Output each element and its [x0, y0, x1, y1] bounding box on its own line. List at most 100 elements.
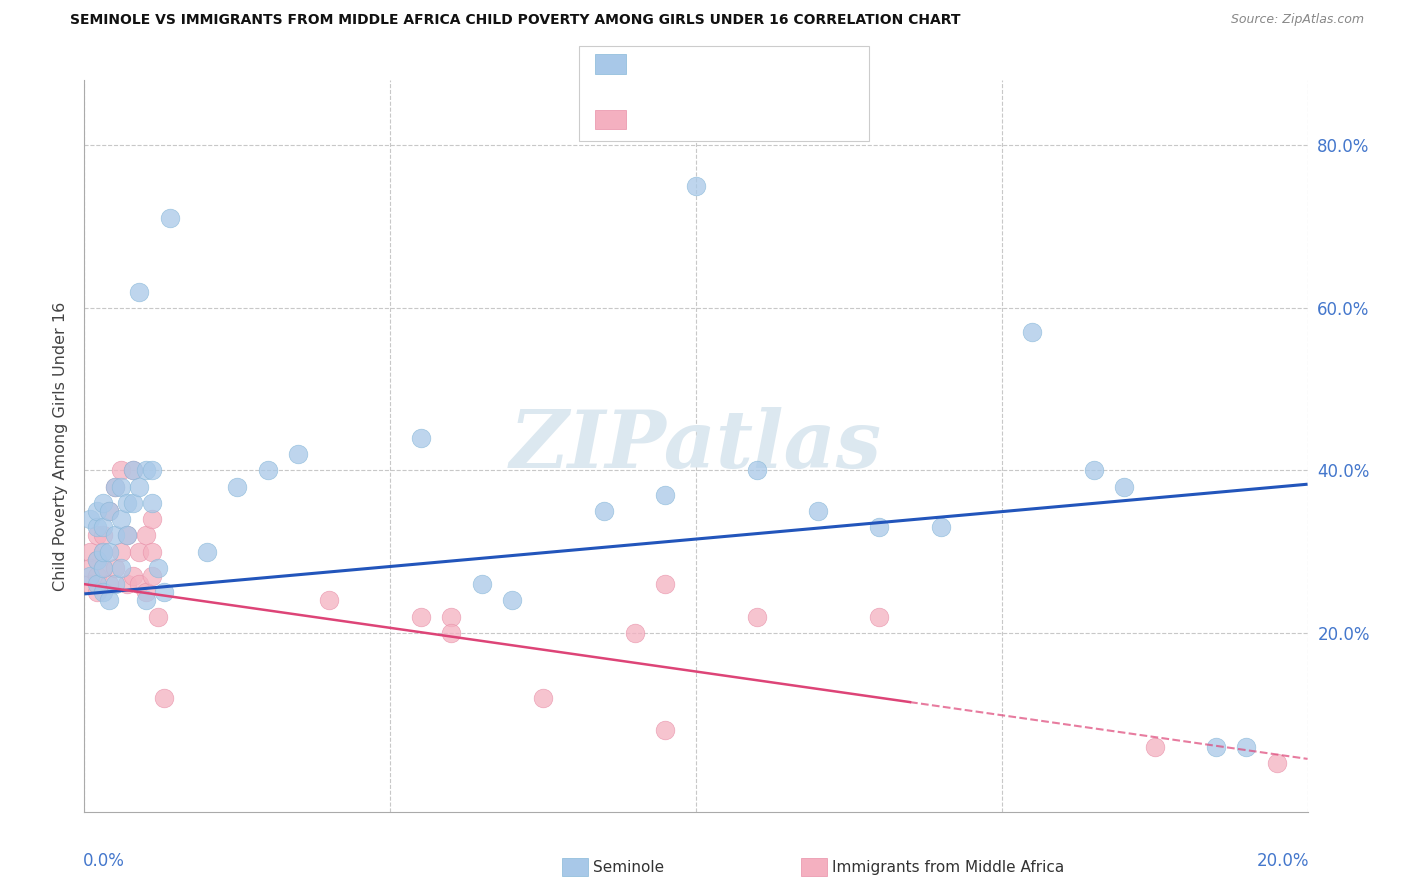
Point — [79, 577, 101, 591]
Text: SEMINOLE VS IMMIGRANTS FROM MIDDLE AFRICA CHILD POVERTY AMONG GIRLS UNDER 16 COR: SEMINOLE VS IMMIGRANTS FROM MIDDLE AFRIC… — [70, 13, 960, 28]
Point — [122, 463, 145, 477]
Point — [97, 577, 120, 591]
Point — [1205, 739, 1227, 754]
Point — [685, 178, 707, 193]
Point — [122, 463, 145, 477]
Point — [1083, 463, 1105, 477]
Point — [79, 512, 101, 526]
Point — [440, 626, 463, 640]
Point — [97, 544, 120, 558]
Point — [141, 463, 163, 477]
Point — [141, 496, 163, 510]
Point — [115, 528, 138, 542]
Point — [104, 528, 127, 542]
Point — [159, 211, 181, 226]
Text: N =: N = — [741, 57, 775, 71]
Point — [409, 431, 432, 445]
Point — [128, 480, 150, 494]
Point — [115, 528, 138, 542]
Point — [104, 480, 127, 494]
Point — [929, 520, 952, 534]
Point — [153, 690, 176, 705]
Point — [195, 544, 218, 558]
Text: 41: 41 — [797, 111, 820, 128]
Point — [91, 561, 114, 575]
Point — [135, 585, 157, 599]
Point — [747, 609, 769, 624]
Point — [104, 480, 127, 494]
Text: R =: R = — [634, 57, 668, 71]
Point — [747, 463, 769, 477]
Point — [226, 480, 249, 494]
Point — [1236, 739, 1258, 754]
Point — [86, 569, 108, 583]
Point — [110, 561, 132, 575]
Point — [141, 512, 163, 526]
Point — [153, 585, 176, 599]
Point — [104, 561, 127, 575]
Point — [128, 285, 150, 299]
Point — [1265, 756, 1288, 770]
Point — [128, 544, 150, 558]
Text: 52: 52 — [786, 55, 808, 73]
Point — [79, 569, 101, 583]
Point — [531, 690, 554, 705]
Point — [79, 544, 101, 558]
Point — [91, 528, 114, 542]
Text: Source: ZipAtlas.com: Source: ZipAtlas.com — [1230, 13, 1364, 27]
Point — [141, 569, 163, 583]
Text: R =: R = — [634, 112, 668, 127]
Point — [624, 626, 647, 640]
Point — [440, 609, 463, 624]
Point — [318, 593, 340, 607]
Point — [86, 577, 108, 591]
Point — [593, 504, 616, 518]
Point — [97, 593, 120, 607]
Point — [97, 504, 120, 518]
Point — [869, 609, 891, 624]
Point — [122, 569, 145, 583]
Point — [86, 520, 108, 534]
Point — [86, 504, 108, 518]
Point — [91, 544, 114, 558]
Point — [654, 488, 676, 502]
Point — [654, 723, 676, 738]
Point — [287, 447, 309, 461]
Point — [91, 585, 114, 599]
Point — [807, 504, 830, 518]
Point — [86, 528, 108, 542]
Point — [91, 561, 114, 575]
Point — [128, 577, 150, 591]
Text: ZIPatlas: ZIPatlas — [510, 408, 882, 484]
Point — [91, 496, 114, 510]
Text: 0.0%: 0.0% — [83, 852, 125, 870]
Text: N =: N = — [752, 112, 786, 127]
Point — [146, 609, 169, 624]
Point — [135, 593, 157, 607]
Point — [91, 544, 114, 558]
Point — [1021, 325, 1043, 339]
Point — [91, 520, 114, 534]
Point — [135, 463, 157, 477]
Point — [1143, 739, 1166, 754]
Point — [654, 577, 676, 591]
Point — [86, 585, 108, 599]
Point — [257, 463, 280, 477]
Point — [86, 553, 108, 567]
Point — [141, 544, 163, 558]
Point — [104, 577, 127, 591]
Point — [110, 463, 132, 477]
Point — [869, 520, 891, 534]
Point — [110, 480, 132, 494]
Text: -0.288: -0.288 — [682, 111, 741, 128]
Point — [409, 609, 432, 624]
Point — [110, 544, 132, 558]
Point — [115, 577, 138, 591]
Point — [135, 528, 157, 542]
Text: 20.0%: 20.0% — [1257, 852, 1309, 870]
Point — [110, 512, 132, 526]
Point — [146, 561, 169, 575]
Point — [502, 593, 524, 607]
Point — [97, 504, 120, 518]
Text: 0.235: 0.235 — [682, 55, 734, 73]
